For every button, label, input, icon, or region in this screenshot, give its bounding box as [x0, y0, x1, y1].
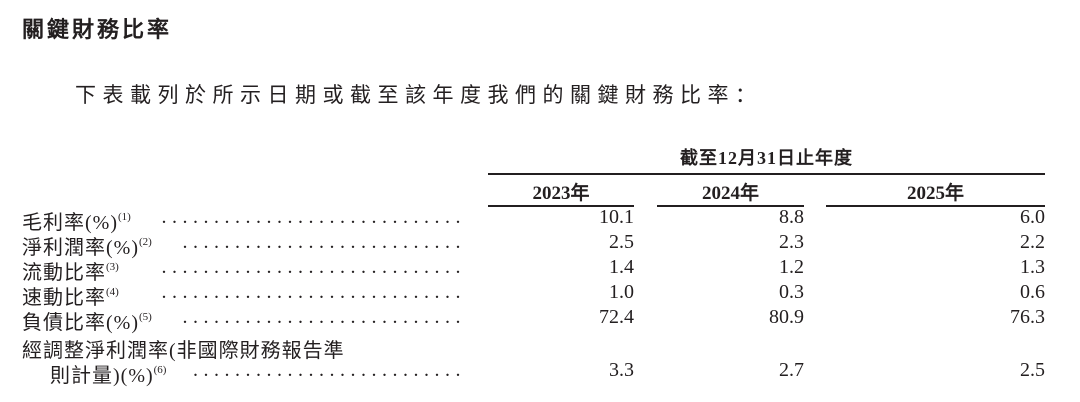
footnote-ref: (2) [138, 236, 152, 248]
year-header-2024: 2024年 [701, 183, 759, 204]
value-cell: 6.0 [1020, 206, 1045, 228]
value-cell: 0.6 [1020, 281, 1045, 303]
footnote-ref: (3) [106, 261, 119, 273]
leader-dots: ........................... [182, 231, 466, 253]
leader-dots: ........................... [182, 306, 466, 328]
leader-dots: ............................. [161, 256, 466, 278]
footnote-ref: (5) [138, 311, 152, 323]
value-cell: 2.3 [779, 231, 804, 253]
value-cell: 8.8 [779, 206, 804, 228]
table-row: 負債比率(%)(5)........................... 72.… [0, 306, 1080, 334]
table-row: 毛利率(%)(1)............................. 10… [0, 206, 1080, 234]
row-label: 經調整淨利潤率(非國際財務報告準 [22, 340, 345, 362]
footnote-ref: (4) [106, 286, 119, 298]
leader-dots: ............................. [161, 281, 466, 303]
header-rule [488, 173, 1045, 175]
row-label: 速動比率(4) [22, 286, 119, 309]
table-row: 經調整淨利潤率(非國際財務報告準 則計量)(%)(6)..............… [0, 334, 1080, 387]
period-header: 截至12月31日止年度 [680, 148, 853, 168]
value-cell: 2.2 [1020, 231, 1045, 253]
row-label-line2: 則計量)(%)(6) [50, 364, 167, 387]
table-row: 淨利潤率(%)(2)........................... 2.5… [0, 231, 1080, 259]
year-header-2023: 2023年 [532, 183, 590, 204]
row-label: 負債比率(%)(5) [22, 311, 152, 334]
value-cell: 10.1 [599, 206, 634, 228]
section-title: 關鍵財務比率 [22, 17, 173, 43]
value-cell: 3.3 [609, 359, 634, 381]
value-cell: 76.3 [1010, 306, 1045, 328]
value-cell: 2.7 [779, 359, 804, 381]
row-label: 毛利率(%)(1) [22, 211, 131, 234]
value-cell: 0.3 [779, 281, 804, 303]
value-cell: 1.2 [779, 256, 804, 278]
row-label: 淨利潤率(%)(2) [22, 236, 152, 259]
value-cell: 80.9 [769, 306, 804, 328]
year-header-2025: 2025年 [906, 183, 964, 204]
column-rule [488, 205, 634, 207]
value-cell: 1.3 [1020, 256, 1045, 278]
leader-dots: .......................... [193, 359, 466, 381]
leader-dots: ............................. [161, 206, 466, 228]
table-row: 流動比率(3)............................. 1.4 1… [0, 256, 1080, 284]
intro-paragraph: 下表載列於所示日期或截至該年度我們的關鍵財務比率： [75, 83, 763, 107]
column-rule [826, 205, 1045, 207]
row-label: 流動比率(3) [22, 261, 119, 284]
table-row: 速動比率(4)............................. 1.0 0… [0, 281, 1080, 309]
value-cell: 1.4 [609, 256, 634, 278]
column-rule [657, 205, 804, 207]
footnote-ref: (1) [117, 211, 131, 223]
value-cell: 2.5 [1020, 359, 1045, 381]
value-cell: 2.5 [609, 231, 634, 253]
footnote-ref: (6) [153, 364, 167, 376]
value-cell: 1.0 [609, 281, 634, 303]
value-cell: 72.4 [599, 306, 634, 328]
